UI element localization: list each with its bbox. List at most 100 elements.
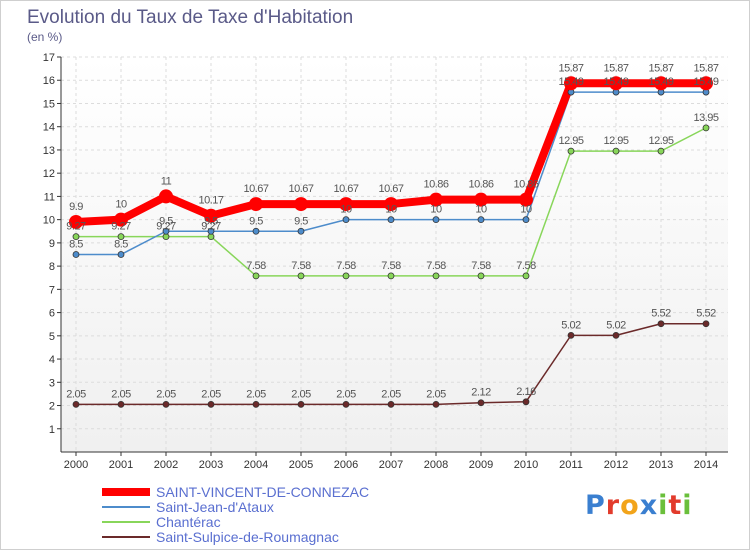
data-label-s3-6: 2.05 — [336, 388, 356, 400]
data-label-s0-3: 10.17 — [198, 195, 223, 207]
data-point-s0-0 — [69, 214, 83, 229]
data-label-s2-4: 7.58 — [246, 260, 266, 272]
y-tick-label: 11 — [44, 191, 55, 203]
data-point-s1-7 — [387, 216, 395, 224]
data-point-s2-11 — [567, 147, 575, 155]
data-label-s3-4: 2.05 — [246, 388, 266, 400]
legend-label-2: Chantérac — [156, 514, 221, 530]
y-tick-label: 3 — [49, 377, 55, 389]
data-point-s3-14 — [702, 320, 710, 328]
data-label-s0-11: 15.87 — [558, 62, 583, 74]
data-point-s3-2 — [162, 400, 170, 408]
data-point-s1-0 — [72, 251, 80, 258]
data-label-s0-10: 10.86 — [513, 179, 538, 191]
data-label-s2-12: 12.95 — [603, 135, 628, 147]
data-point-s3-5 — [297, 400, 305, 408]
data-point-s3-11 — [567, 331, 575, 339]
data-point-s3-12 — [612, 331, 620, 339]
data-point-s2-14 — [702, 124, 710, 132]
data-label-s3-0: 2.05 — [66, 388, 86, 400]
data-label-s2-8: 7.58 — [426, 260, 446, 272]
data-point-s3-6 — [342, 400, 350, 408]
x-tick-label: 2001 — [109, 459, 133, 471]
data-point-s0-6 — [339, 197, 353, 212]
data-label-s1-10: 10 — [520, 204, 532, 216]
data-label-s1-14: 15.49 — [693, 76, 718, 88]
data-point-s3-9 — [477, 399, 485, 407]
data-label-s1-4: 9.5 — [249, 215, 263, 227]
data-label-s2-11: 12.95 — [558, 135, 583, 147]
data-point-s2-13 — [657, 147, 665, 155]
data-point-s1-1 — [117, 251, 125, 258]
y-tick-label: 14 — [43, 122, 55, 134]
data-label-s0-4: 10.67 — [243, 183, 268, 195]
data-point-s3-8 — [432, 400, 440, 408]
x-tick-label: 2013 — [649, 459, 673, 471]
brand-letter-0: P — [585, 490, 606, 521]
data-label-s1-2: 9.5 — [159, 215, 173, 227]
data-label-s3-12: 5.02 — [606, 319, 626, 331]
y-tick-label: 15 — [43, 98, 55, 110]
data-point-s2-7 — [387, 272, 395, 280]
chart-title: Evolution du Taux de Taxe d'Habitation — [27, 7, 354, 28]
brand-letter-4: i — [658, 490, 669, 521]
brand-letter-1: r — [605, 490, 621, 521]
data-label-s3-3: 2.05 — [201, 388, 221, 400]
y-tick-label: 5 — [49, 331, 55, 343]
y-tick-label: 8 — [49, 261, 55, 273]
x-tick-label: 2006 — [334, 459, 358, 471]
data-point-s0-11 — [564, 76, 578, 91]
y-tick-label: 6 — [49, 308, 55, 320]
data-label-s1-6: 10 — [340, 204, 352, 216]
data-point-s0-12 — [609, 76, 623, 91]
data-label-s3-10: 2.16 — [516, 386, 536, 398]
data-point-s3-3 — [207, 400, 215, 408]
x-tick-label: 2011 — [559, 459, 583, 471]
data-point-s1-9 — [477, 216, 485, 224]
x-tick-label: 2012 — [604, 459, 628, 471]
data-point-s0-8 — [429, 192, 443, 207]
data-label-s3-7: 2.05 — [381, 388, 401, 400]
data-label-s2-9: 7.58 — [471, 260, 491, 272]
data-point-s1-5 — [297, 227, 305, 235]
data-point-s1-8 — [432, 216, 440, 224]
data-point-s0-9 — [474, 192, 488, 207]
y-tick-label: 1 — [49, 424, 55, 436]
data-label-s3-1: 2.05 — [111, 388, 131, 400]
data-label-s1-5: 9.5 — [294, 215, 308, 227]
data-point-s0-10 — [519, 192, 533, 207]
data-point-s3-7 — [387, 400, 395, 408]
data-label-s0-7: 10.67 — [378, 183, 403, 195]
data-label-s0-9: 10.86 — [468, 179, 493, 191]
data-label-s1-11: 15.49 — [558, 76, 583, 88]
data-point-s2-6 — [342, 272, 350, 280]
data-point-s3-10 — [522, 398, 530, 406]
data-point-s2-8 — [432, 272, 440, 280]
data-point-s3-1 — [117, 400, 125, 408]
brand-letter-6: i — [682, 490, 693, 521]
data-point-s0-4 — [249, 197, 263, 212]
data-point-s1-3 — [207, 227, 215, 235]
legend-label-0: SAINT-VINCENT-DE-CONNEZAC — [156, 484, 369, 500]
data-label-s1-3: 9.5 — [204, 215, 218, 227]
data-label-s0-0: 9.9 — [69, 201, 83, 213]
data-point-s2-5 — [297, 272, 305, 280]
data-point-s0-1 — [114, 212, 128, 227]
data-label-s1-7: 10 — [385, 204, 397, 216]
data-label-s3-5: 2.05 — [291, 388, 311, 400]
data-label-s3-8: 2.05 — [426, 388, 446, 400]
brand-letter-5: t — [668, 490, 683, 521]
x-tick-label: 2014 — [694, 459, 718, 471]
x-tick-label: 2002 — [154, 459, 178, 471]
data-point-s2-4 — [252, 272, 260, 280]
x-tick-label: 2004 — [244, 459, 268, 471]
y-tick-label: 7 — [49, 284, 55, 296]
data-label-s0-2: 11 — [161, 175, 172, 187]
data-label-s1-1: 8.5 — [114, 239, 128, 251]
brand-letter-3: x — [639, 490, 659, 521]
data-label-s3-13: 5.52 — [651, 308, 671, 320]
data-point-s1-4 — [252, 227, 260, 235]
data-label-s0-14: 15.87 — [693, 62, 718, 74]
data-point-s1-10 — [522, 216, 530, 224]
